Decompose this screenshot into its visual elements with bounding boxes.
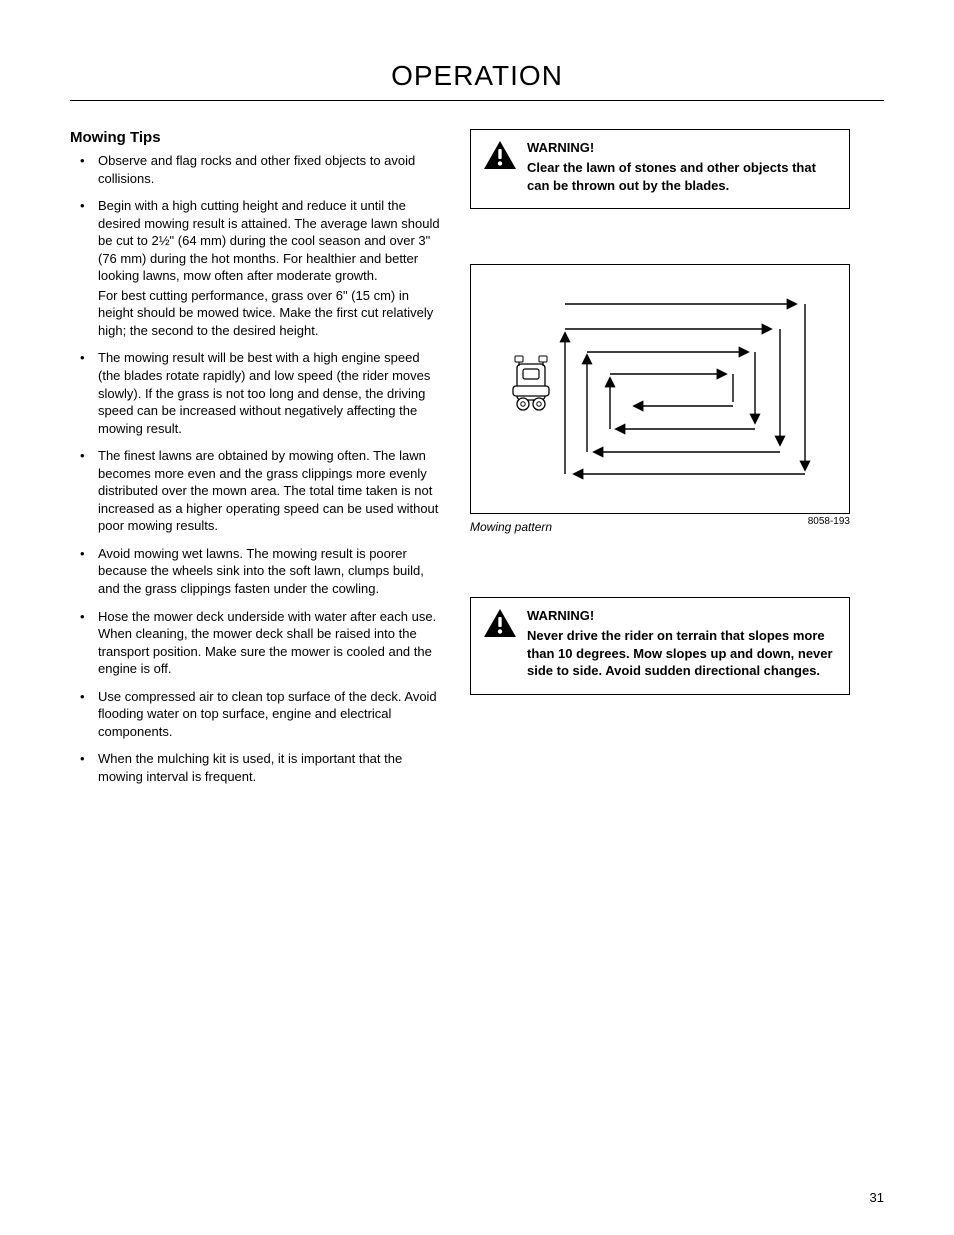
list-item: Hose the mower deck underside with water… bbox=[70, 608, 440, 678]
section-heading-mowing-tips: Mowing Tips bbox=[70, 129, 440, 146]
list-item-text: Use compressed air to clean top surface … bbox=[98, 688, 440, 741]
list-item-text: The mowing result will be best with a hi… bbox=[98, 349, 440, 437]
list-item-text: Hose the mower deck underside with water… bbox=[98, 608, 440, 678]
tips-list: Observe and flag rocks and other fixed o… bbox=[70, 152, 440, 786]
list-item: Avoid mowing wet lawns. The mowing resul… bbox=[70, 545, 440, 598]
left-column: Mowing Tips Observe and flag rocks and o… bbox=[70, 129, 440, 796]
warning-icon bbox=[483, 140, 517, 170]
right-column: WARNING! Clear the lawn of stones and ot… bbox=[470, 129, 850, 796]
warning-text-wrap: WARNING! Never drive the rider on terrai… bbox=[527, 608, 837, 680]
warning-box-stones: WARNING! Clear the lawn of stones and ot… bbox=[470, 129, 850, 209]
list-item-text-extra: For best cutting performance, grass over… bbox=[98, 287, 440, 340]
list-item-text: Begin with a high cutting height and red… bbox=[98, 197, 440, 285]
warning-label: WARNING! bbox=[527, 140, 837, 155]
content-columns: Mowing Tips Observe and flag rocks and o… bbox=[70, 129, 884, 796]
list-item: Observe and flag rocks and other fixed o… bbox=[70, 152, 440, 187]
page-title: OPERATION bbox=[70, 60, 884, 92]
warning-body: Clear the lawn of stones and other objec… bbox=[527, 159, 837, 194]
mowing-pattern-diagram bbox=[495, 293, 825, 485]
list-item: Begin with a high cutting height and red… bbox=[70, 197, 440, 339]
list-item-text: The finest lawns are obtained by mowing … bbox=[98, 447, 440, 535]
warning-text-wrap: WARNING! Clear the lawn of stones and ot… bbox=[527, 140, 837, 194]
figure-mowing-pattern: Mowing pattern 8058-193 bbox=[470, 264, 850, 527]
warning-label: WARNING! bbox=[527, 608, 837, 623]
list-item: The mowing result will be best with a hi… bbox=[70, 349, 440, 437]
warning-icon bbox=[483, 608, 517, 638]
header-rule bbox=[70, 100, 884, 101]
list-item: When the mulching kit is used, it is imp… bbox=[70, 750, 440, 785]
list-item-text: Avoid mowing wet lawns. The mowing resul… bbox=[98, 545, 440, 598]
figure-caption: Mowing pattern bbox=[470, 520, 552, 534]
page-number: 31 bbox=[870, 1190, 884, 1205]
warning-body: Never drive the rider on terrain that sl… bbox=[527, 627, 837, 680]
list-item-text: When the mulching kit is used, it is imp… bbox=[98, 750, 440, 785]
list-item-text: Observe and flag rocks and other fixed o… bbox=[98, 152, 440, 187]
list-item: The finest lawns are obtained by mowing … bbox=[70, 447, 440, 535]
page: OPERATION Mowing Tips Observe and flag r… bbox=[0, 0, 954, 1235]
figure-box bbox=[470, 264, 850, 514]
list-item: Use compressed air to clean top surface … bbox=[70, 688, 440, 741]
mower-icon bbox=[513, 356, 549, 410]
warning-box-slopes: WARNING! Never drive the rider on terrai… bbox=[470, 597, 850, 695]
